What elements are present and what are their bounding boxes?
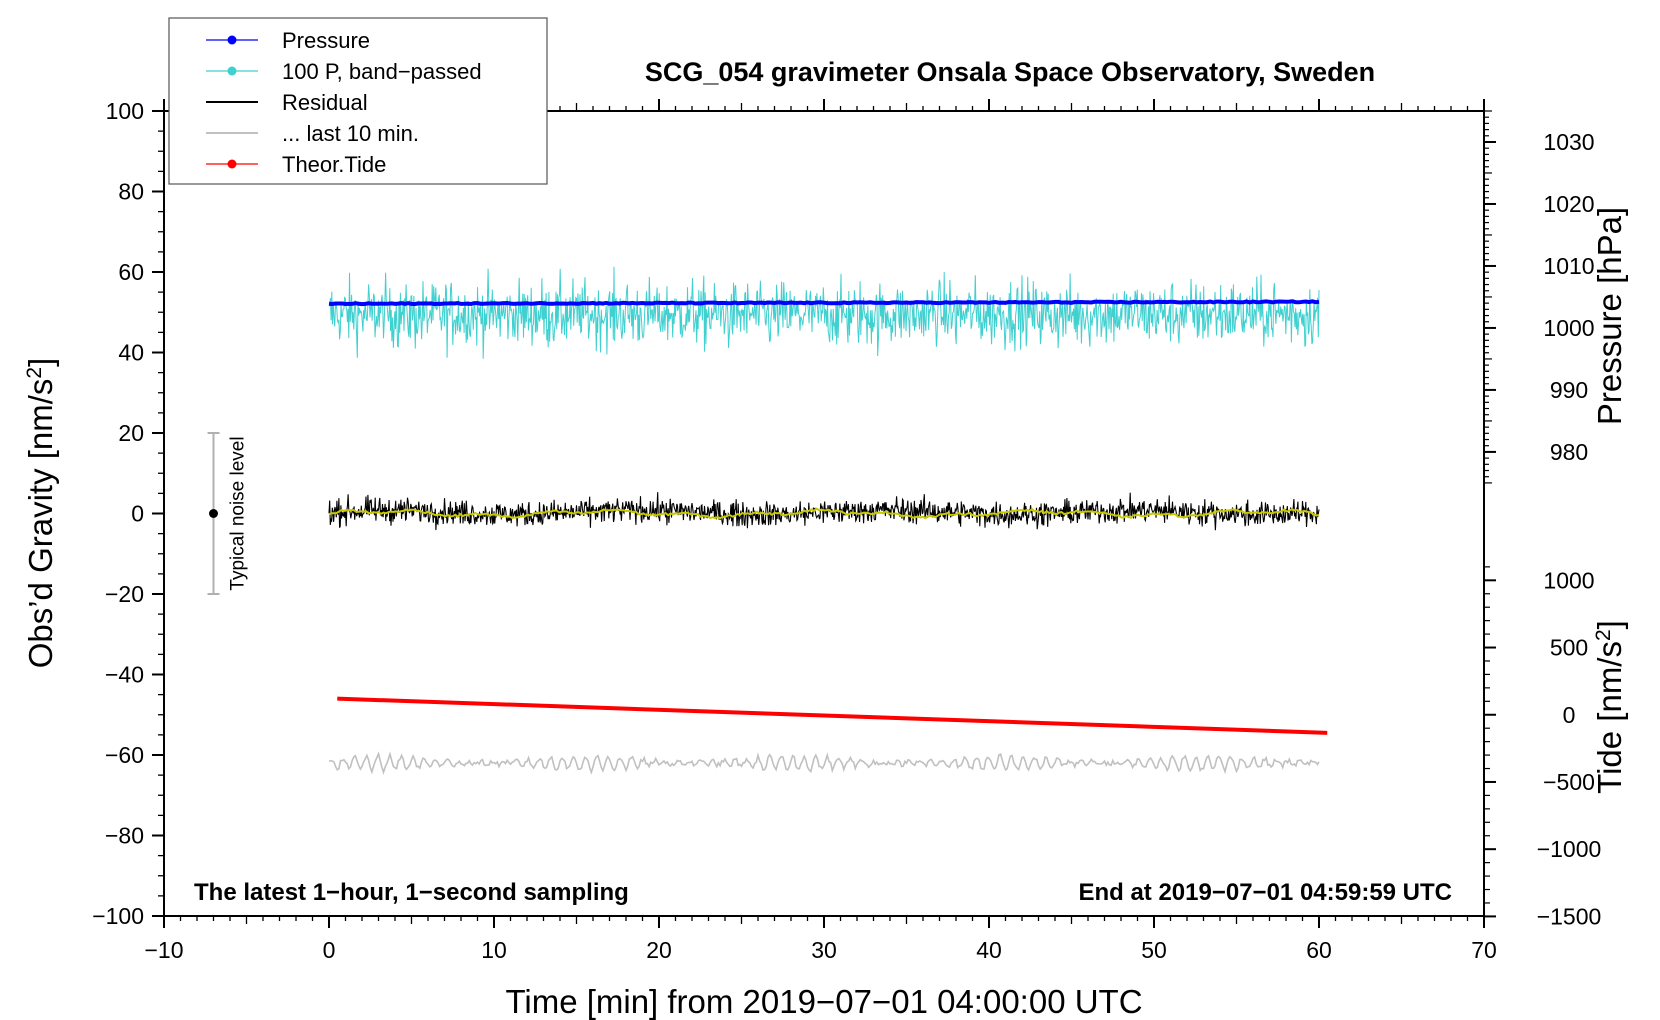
legend-swatch-marker <box>227 35 237 45</box>
y-tick-label: −40 <box>105 662 144 688</box>
legend-swatch-marker <box>227 66 237 76</box>
annotation-sampling: The latest 1−hour, 1−second sampling <box>194 879 629 906</box>
x-tick-label: 70 <box>1471 937 1497 963</box>
y-tick-label: −80 <box>105 823 144 849</box>
y-tick-label: 60 <box>118 259 144 285</box>
x-tick-label: 10 <box>481 937 507 963</box>
series-smoothed-residual <box>328 507 1320 520</box>
y-label-gravity-text: Obs’d Gravity [nm/s <box>22 379 59 669</box>
x-axis-label: Time [min] from 2019−07−01 04:00:00 UTC <box>505 983 1142 1020</box>
noise-bar-label: Typical noise level <box>228 436 249 590</box>
x-axis-ticks: −10 0 10 20 30 40 50 60 70 <box>144 99 1497 963</box>
legend-label: ... last 10 min. <box>282 121 419 146</box>
y-axis-label-pressure: Pressure [hPa] <box>1591 207 1628 425</box>
y-label-tide-text: Tide [nm/s <box>1591 641 1628 794</box>
y-tick-label: 40 <box>118 340 144 366</box>
noise-bar-center-dot <box>209 509 218 518</box>
y-tick-label: 100 <box>106 98 144 124</box>
tide-tick-label: −1500 <box>1537 903 1602 929</box>
x-tick-label: 20 <box>646 937 672 963</box>
y-tick-label: −60 <box>105 742 144 768</box>
series-last-10-min <box>328 751 1320 775</box>
y-tick-label: 20 <box>118 420 144 446</box>
chart-title: SCG_054 gravimeter Onsala Space Observat… <box>645 57 1375 87</box>
y-label-tide-sup: 2 <box>1592 629 1615 641</box>
legend-label: Residual <box>282 90 368 115</box>
series-pressure <box>328 299 1320 307</box>
series-residual <box>328 492 1320 531</box>
tide-axis-ticks: 1000 500 0 −500 −1000 −1500 <box>1484 566 1602 929</box>
x-tick-label: 0 <box>323 937 336 963</box>
legend-label: 100 P, band−passed <box>282 59 482 84</box>
pressure-tick-label: 1000 <box>1543 315 1594 341</box>
tide-tick-label: 500 <box>1550 635 1588 661</box>
pressure-tick-label: 1030 <box>1543 129 1594 155</box>
pressure-tick-label: 1020 <box>1543 191 1594 217</box>
y-tick-label: −100 <box>92 903 144 929</box>
y-tick-label: 80 <box>118 179 144 205</box>
legend-label: Pressure <box>282 28 370 53</box>
tide-tick-label: −500 <box>1543 769 1595 795</box>
y-tick-label: −20 <box>105 581 144 607</box>
tide-tick-label: −1000 <box>1537 836 1602 862</box>
series-layer <box>328 266 1328 775</box>
y-axis-ticks: 100 80 60 40 20 0 −20 −40 −60 −80 −100 <box>92 98 164 929</box>
y-label-gravity-sup: 2 <box>23 367 46 379</box>
legend-label: Theor.Tide <box>282 152 386 177</box>
x-tick-label: 30 <box>811 937 837 963</box>
pressure-tick-label: 1010 <box>1543 253 1594 279</box>
x-tick-label: −10 <box>144 937 183 963</box>
y-label-gravity-close: ] <box>22 358 59 367</box>
tide-tick-label: 0 <box>1563 702 1576 728</box>
x-tick-label: 40 <box>976 937 1002 963</box>
typical-noise-bar: Typical noise level <box>207 432 249 595</box>
y-axis-label-gravity: Obs’d Gravity [nm/s2] <box>22 358 59 669</box>
y-label-tide-close: ] <box>1591 620 1628 629</box>
pressure-tick-label: 980 <box>1550 439 1588 465</box>
x-tick-label: 50 <box>1141 937 1167 963</box>
tide-tick-label: 1000 <box>1543 567 1594 593</box>
x-tick-label: 60 <box>1306 937 1332 963</box>
legend: Pressure 100 P, band−passed Residual ... la… <box>168 17 548 185</box>
pressure-axis-ticks: 1030 1020 1010 1000 990 980 <box>1484 110 1595 484</box>
y-axis-label-tide: Tide [nm/s2] <box>1591 620 1628 794</box>
y-tick-label: 0 <box>131 501 144 527</box>
annotation-end-time: End at 2019−07−01 04:59:59 UTC <box>1078 879 1452 906</box>
pressure-tick-label: 990 <box>1550 377 1588 403</box>
legend-swatch-marker <box>227 159 237 169</box>
series-theoretical-tide <box>337 696 1328 735</box>
